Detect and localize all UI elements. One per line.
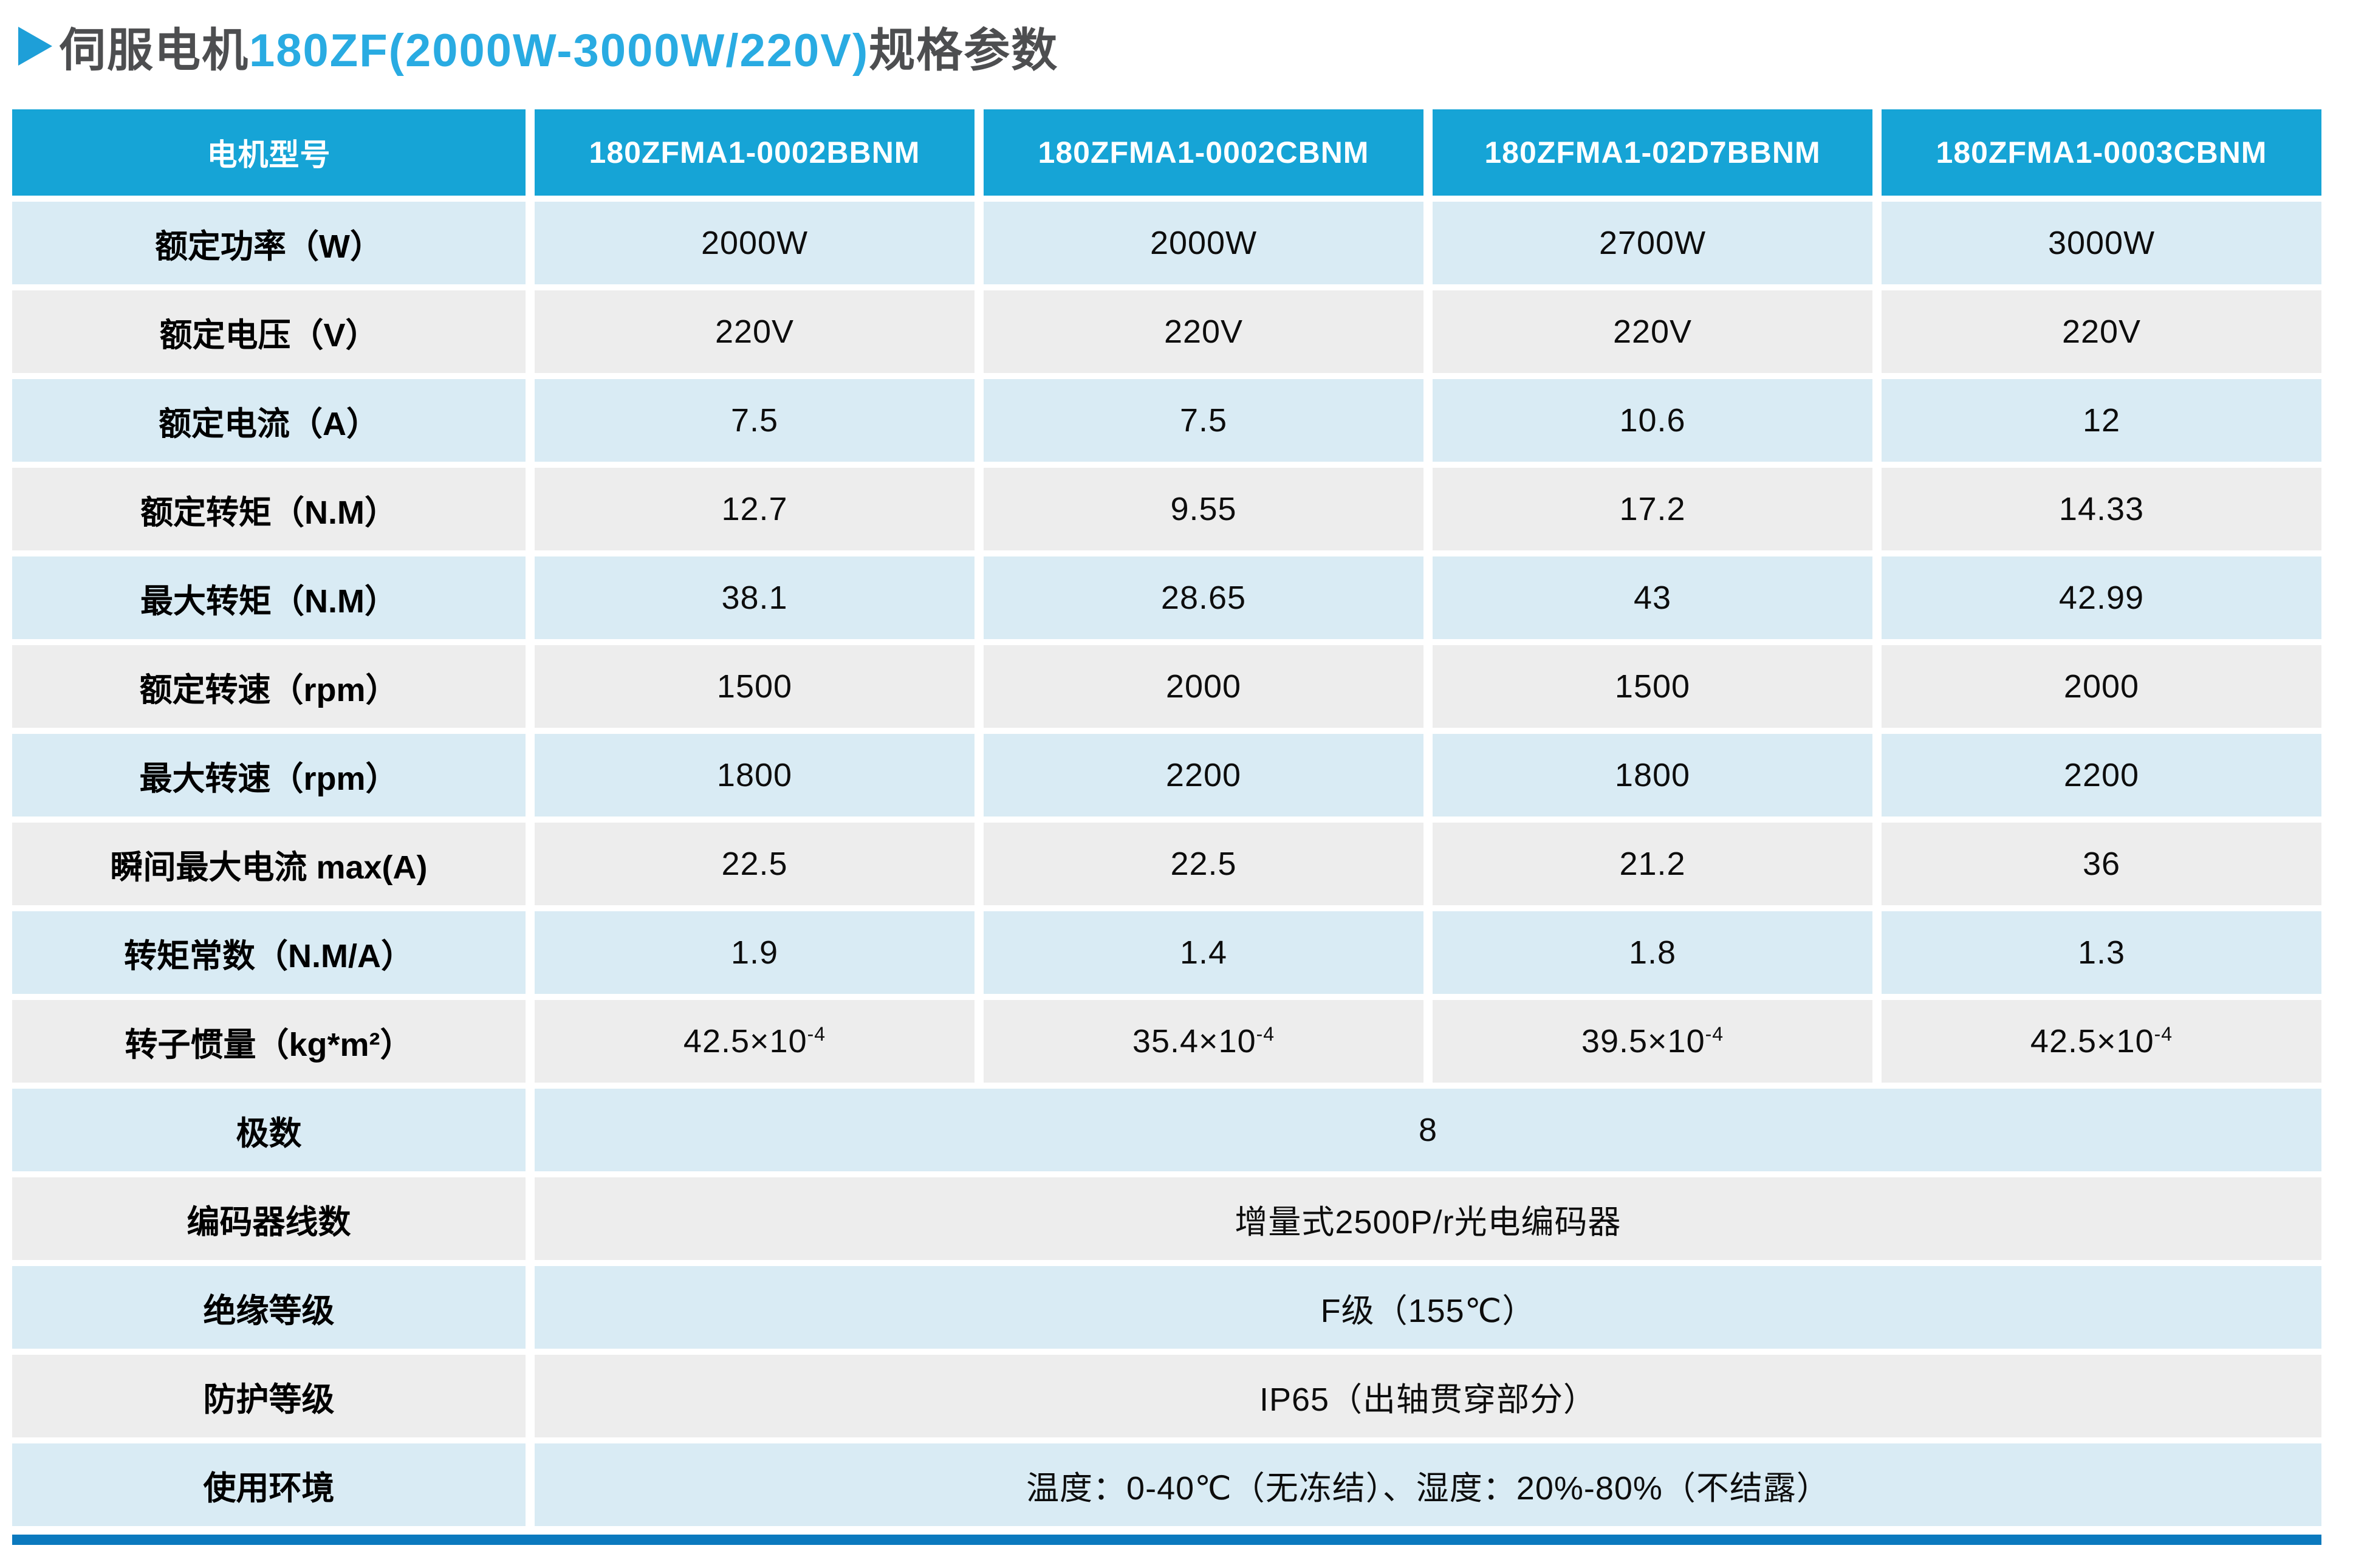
cell-value: 220V [1882,290,2321,373]
table-row-rated-speed: 额定转速（rpm） 1500 2000 1500 2000 [12,645,2321,728]
table-row-torque-constant: 转矩常数（N.M/A） 1.9 1.4 1.8 1.3 [12,911,2321,994]
cell-value: 7.5 [535,379,975,462]
cell-value: 12 [1882,379,2321,462]
cell-value: 2200 [1882,734,2321,817]
row-label: 编码器线数 [12,1177,526,1260]
column-header-model-1: 180ZFMA1-0002BBNM [535,109,975,196]
table-row-protection-class: 防护等级 IP65（出轴贯穿部分） [12,1355,2321,1437]
cell-value: 1800 [535,734,975,817]
inertia-exponent: -4 [1705,1023,1724,1045]
cell-value: 22.5 [535,823,975,905]
merged-cell-value: F级（155℃） [535,1266,2321,1349]
cell-value: 220V [535,290,975,373]
cell-value: 2000W [984,202,1423,284]
table-row-instant-max-current: 瞬间最大电流 max(A) 22.5 22.5 21.2 36 [12,823,2321,905]
spec-table: 电机型号 180ZFMA1-0002BBNM 180ZFMA1-0002CBNM… [3,103,2331,1532]
inertia-base: 42.5×10 [683,1023,807,1060]
table-row-pole-count: 极数 8 [12,1089,2321,1171]
table-row-max-speed: 最大转速（rpm） 1800 2200 1800 2200 [12,734,2321,817]
table-row-rated-current: 额定电流（A） 7.5 7.5 10.6 12 [12,379,2321,462]
cell-value: 2000 [984,645,1423,728]
merged-cell-value: 增量式2500P/r光电编码器 [535,1177,2321,1260]
inertia-base: 35.4×10 [1132,1023,1256,1060]
title-prefix: 伺服电机 [60,25,249,77]
cell-value: 28.65 [984,556,1423,639]
table-row-encoder-lines: 编码器线数 增量式2500P/r光电编码器 [12,1177,2321,1260]
table-row-rotor-inertia: 转子惯量（kg*m²） 42.5×10-4 35.4×10-4 39.5×10-… [12,1000,2321,1083]
table-row-rated-torque: 额定转矩（N.M） 12.7 9.55 17.2 14.33 [12,468,2321,550]
row-label: 额定电压（V） [12,290,526,373]
row-label: 瞬间最大电流 max(A) [12,823,526,905]
cell-value: 35.4×10-4 [984,1000,1423,1083]
cell-value: 1.3 [1882,911,2321,994]
cell-value: 1800 [1433,734,1872,817]
row-label: 额定电流（A） [12,379,526,462]
cell-value: 1.9 [535,911,975,994]
table-row-max-torque: 最大转矩（N.M） 38.1 28.65 43 42.99 [12,556,2321,639]
cell-value: 2700W [1433,202,1872,284]
section-title: 伺服电机180ZF(2000W-3000W/220V)规格参数 [18,16,2367,77]
title-model-range: 180ZF(2000W-3000W/220V) [249,25,869,77]
row-label: 绝缘等级 [12,1266,526,1349]
column-header-model-4: 180ZFMA1-0003CBNM [1882,109,2321,196]
row-label: 最大转速（rpm） [12,734,526,817]
cell-value: 9.55 [984,468,1423,550]
merged-cell-value: 8 [535,1089,2321,1171]
title-suffix: 规格参数 [869,25,1059,77]
column-header-model-2: 180ZFMA1-0002CBNM [984,109,1423,196]
cell-value: 21.2 [1433,823,1872,905]
page: 伺服电机180ZF(2000W-3000W/220V)规格参数 电机型号 180… [0,16,2367,1545]
cell-value: 38.1 [535,556,975,639]
cell-value: 220V [1433,290,1872,373]
cell-value: 7.5 [984,379,1423,462]
inertia-exponent: -4 [807,1023,826,1045]
row-label: 转矩常数（N.M/A） [12,911,526,994]
inertia-exponent: -4 [1256,1023,1275,1045]
row-label: 极数 [12,1089,526,1171]
cell-value: 22.5 [984,823,1423,905]
row-label: 防护等级 [12,1355,526,1437]
column-header-model-label: 电机型号 [12,109,526,196]
table-row-insulation-class: 绝缘等级 F级（155℃） [12,1266,2321,1349]
cell-value: 2000W [535,202,975,284]
cell-value: 1.8 [1433,911,1872,994]
table-row-rated-voltage: 额定电压（V） 220V 220V 220V 220V [12,290,2321,373]
cell-value: 1500 [535,645,975,728]
row-label: 转子惯量（kg*m²） [12,1000,526,1083]
table-header-row: 电机型号 180ZFMA1-0002BBNM 180ZFMA1-0002CBNM… [12,109,2321,196]
cell-value: 42.5×10-4 [535,1000,975,1083]
merged-cell-value: 温度：0-40℃（无冻结）、湿度：20%-80%（不结露） [535,1443,2321,1526]
cell-value: 1.4 [984,911,1423,994]
table-row-rated-power: 额定功率（W） 2000W 2000W 2700W 3000W [12,202,2321,284]
title-arrow-icon [18,27,52,66]
cell-value: 2000 [1882,645,2321,728]
column-header-model-3: 180ZFMA1-02D7BBNM [1433,109,1872,196]
cell-value: 42.99 [1882,556,2321,639]
row-label: 额定转速（rpm） [12,645,526,728]
merged-cell-value: IP65（出轴贯穿部分） [535,1355,2321,1437]
cell-value: 2200 [984,734,1423,817]
cell-value: 14.33 [1882,468,2321,550]
table-row-operating-environment: 使用环境 温度：0-40℃（无冻结）、湿度：20%-80%（不结露） [12,1443,2321,1526]
row-label: 额定转矩（N.M） [12,468,526,550]
cell-value: 17.2 [1433,468,1872,550]
bottom-accent-bar [12,1535,2321,1545]
cell-value: 220V [984,290,1423,373]
inertia-base: 39.5×10 [1581,1023,1705,1060]
cell-value: 1500 [1433,645,1872,728]
cell-value: 42.5×10-4 [1882,1000,2321,1083]
page-title: 伺服电机180ZF(2000W-3000W/220V)规格参数 [60,13,1058,80]
cell-value: 36 [1882,823,2321,905]
inertia-exponent: -4 [2154,1023,2173,1045]
cell-value: 12.7 [535,468,975,550]
row-label: 最大转矩（N.M） [12,556,526,639]
cell-value: 10.6 [1433,379,1872,462]
cell-value: 3000W [1882,202,2321,284]
inertia-base: 42.5×10 [2030,1023,2154,1060]
row-label: 额定功率（W） [12,202,526,284]
row-label: 使用环境 [12,1443,526,1526]
cell-value: 39.5×10-4 [1433,1000,1872,1083]
cell-value: 43 [1433,556,1872,639]
